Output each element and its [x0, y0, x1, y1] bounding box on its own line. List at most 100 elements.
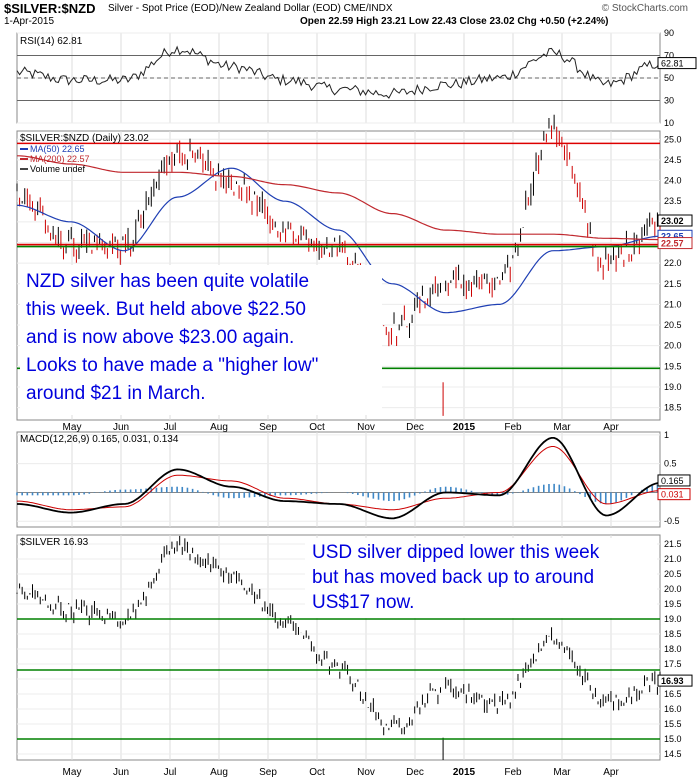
y-tick-label: 16.0: [664, 704, 682, 714]
price-last-label: 22.65: [661, 231, 684, 241]
x-tick-label-bottom: 2015: [453, 767, 476, 778]
y-tick-label: 15.0: [664, 734, 682, 744]
silver-annotation-line: but has moved back up to around: [312, 567, 594, 588]
silver-last-label: 16.93: [661, 676, 684, 686]
ma50-line: [16, 167, 660, 314]
macd-line: [17, 437, 661, 520]
x-tick-label-bottom: Jul: [164, 767, 177, 778]
legend-entry: MA(200) 22.57: [30, 154, 90, 164]
x-tick-label-top: 2015: [453, 422, 476, 433]
price-annotation-line: and is now above $23.00 again.: [26, 327, 294, 348]
y-tick-label: 0.5: [664, 459, 677, 469]
x-tick-label-bottom: Apr: [603, 767, 619, 778]
y-tick-label: 24.5: [664, 155, 682, 165]
x-tick-label-top: Aug: [210, 422, 228, 433]
y-tick-label: 16.5: [664, 689, 682, 699]
legend-entry: MA(50) 22.65: [30, 144, 85, 154]
x-tick-label-top: Dec: [406, 422, 424, 433]
macd-last-box: [657, 488, 691, 501]
x-tick-label-bottom: Oct: [309, 767, 325, 778]
chart-description: Silver - Spot Price (EOD)/New Zealand Do…: [108, 3, 393, 14]
y-tick-label: 21.5: [664, 539, 682, 549]
x-tick-label-top: Nov: [357, 422, 375, 433]
y-tick-label: 17.5: [664, 659, 682, 669]
x-tick-label-bottom: Mar: [553, 767, 571, 778]
silver-annotation-line: US$17 now.: [312, 592, 414, 613]
y-tick-label: 18.5: [664, 629, 682, 639]
x-tick-label-top: Apr: [603, 422, 619, 433]
rsi-title: RSI(14) 62.81: [20, 36, 83, 47]
y-tick-label: 50: [664, 73, 674, 83]
y-tick-label: 90: [664, 28, 674, 38]
x-tick-label-top: Jun: [113, 422, 129, 433]
x-tick-label-top: Sep: [259, 422, 277, 433]
price-annotation-line: around $21 in March.: [26, 383, 206, 404]
x-tick-label-bottom: May: [63, 767, 82, 778]
y-tick-label: 24.0: [664, 176, 682, 186]
y-tick-label: 18.0: [664, 644, 682, 654]
ma200-line: [17, 155, 660, 241]
x-tick-label-bottom: Aug: [210, 767, 228, 778]
y-tick-label: 21.5: [664, 279, 682, 289]
y-tick-label: 19.5: [664, 361, 682, 371]
silver-title: $SILVER 16.93: [20, 537, 89, 548]
y-tick-label: 10: [664, 118, 674, 128]
x-tick-label-top: Feb: [504, 422, 522, 433]
y-tick-label: 23.5: [664, 196, 682, 206]
y-tick-label: 19.5: [664, 599, 682, 609]
macd-last-label: 0.165: [661, 476, 684, 486]
price-last-box: [657, 214, 693, 227]
x-tick-label-bottom: Feb: [504, 767, 522, 778]
y-tick-label: 19.0: [664, 382, 682, 392]
price-last-label: 22.57: [661, 239, 684, 249]
y-tick-label: 19.0: [664, 614, 682, 624]
x-tick-label-top: May: [63, 422, 82, 433]
rsi-line: [16, 45, 661, 99]
x-tick-label-bottom: Jun: [113, 767, 129, 778]
y-tick-label: 14.5: [664, 749, 682, 759]
macd-last-box: [657, 474, 691, 487]
y-tick-label: 70: [664, 51, 674, 61]
y-tick-label: 21.0: [664, 299, 682, 309]
price-annotation-line: NZD silver has been quite volatile: [26, 271, 309, 292]
x-tick-label-bottom: Dec: [406, 767, 424, 778]
price-title: $SILVER:$NZD (Daily) 23.02: [20, 133, 149, 144]
y-tick-label: 20.0: [664, 584, 682, 594]
y-tick-label: 1: [664, 430, 669, 440]
silver-annotation-line: USD silver dipped lower this week: [312, 542, 600, 563]
y-tick-label: -0.5: [664, 516, 680, 526]
y-tick-label: 22.0: [664, 258, 682, 268]
macd-title: MACD(12,26,9) 0.165, 0.031, 0.134: [20, 434, 179, 445]
x-tick-label-top: Oct: [309, 422, 325, 433]
ohlc-readout: Open 22.59 High 23.21 Low 22.43 Close 23…: [300, 16, 609, 27]
price-last-box: [657, 237, 693, 250]
legend-entry: Volume undef: [30, 164, 86, 174]
price-last-label: 23.02: [661, 216, 684, 226]
panel-frame-2: [16, 431, 661, 528]
chart-symbol: $SILVER:$NZD: [4, 1, 96, 16]
y-tick-label: 30: [664, 96, 674, 106]
rsi-last-box: [657, 57, 697, 70]
y-tick-label: 21.0: [664, 554, 682, 564]
y-tick-label: 20.0: [664, 341, 682, 351]
y-tick-label: 25.0: [664, 134, 682, 144]
chart-date: 1-Apr-2015: [4, 16, 55, 27]
rsi-last-label: 62.81: [661, 59, 684, 69]
price-annotation-line: this week. But held above $22.50: [26, 299, 306, 320]
watermark: © StockCharts.com: [601, 3, 688, 14]
y-tick-label: 20.5: [664, 569, 682, 579]
x-tick-label-bottom: Sep: [259, 767, 277, 778]
silver-last-box: [657, 674, 693, 687]
x-tick-label-bottom: Nov: [357, 767, 375, 778]
y-tick-label: 18.5: [664, 403, 682, 413]
x-tick-label-top: Jul: [164, 422, 177, 433]
x-tick-label-top: Mar: [553, 422, 571, 433]
y-tick-label: 20.5: [664, 320, 682, 330]
silver-annotation-bg: [305, 538, 657, 618]
macd-last-label: 0.031: [661, 490, 684, 500]
y-tick-label: 15.5: [664, 719, 682, 729]
price-annotation-bg: [20, 265, 382, 415]
price-annotation-line: Looks to have made a "higher low": [26, 355, 318, 376]
